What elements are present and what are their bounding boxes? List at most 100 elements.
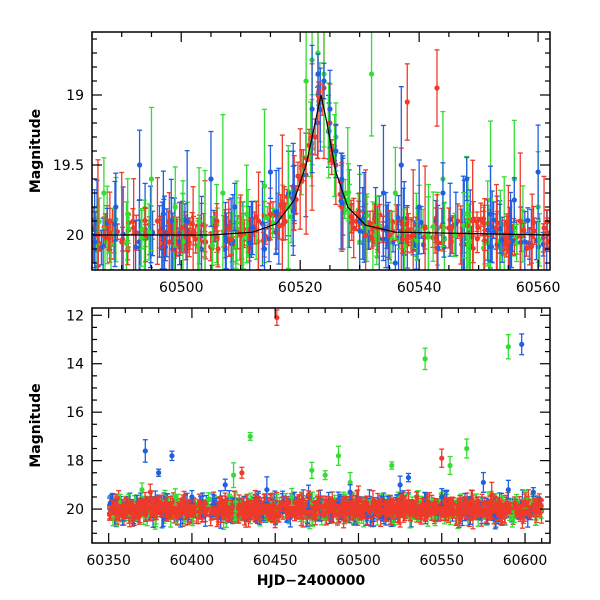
cloud-point xyxy=(467,239,473,245)
series-2-point xyxy=(440,190,446,196)
series-1-point xyxy=(148,176,155,182)
series-0-point xyxy=(351,225,357,231)
series-0-point xyxy=(154,218,161,224)
series-0-point xyxy=(119,239,125,245)
series-0-point xyxy=(410,232,416,238)
series-2-point xyxy=(291,190,297,196)
plot-area xyxy=(92,32,550,270)
series-0-point xyxy=(238,232,244,238)
series-2-point xyxy=(327,106,333,112)
cloud-point xyxy=(276,223,283,229)
top-panel: 60500 60520 60540 60560 19 19.5 20 Magnitude xyxy=(28,31,560,296)
series-0-point xyxy=(255,218,262,224)
series-0-point xyxy=(505,239,511,245)
cloud-point xyxy=(430,224,436,230)
series-0-point xyxy=(166,239,172,245)
cloud-point xyxy=(395,214,401,221)
series-1-point xyxy=(464,211,470,217)
cloud-point xyxy=(435,245,441,251)
cloud-point xyxy=(215,246,221,252)
series-0-point xyxy=(339,204,345,210)
cloud-point xyxy=(460,222,467,228)
series-1-point xyxy=(172,204,178,210)
cloud-point xyxy=(540,241,546,247)
cloud-point xyxy=(389,218,395,224)
cloud-point xyxy=(509,238,515,244)
cloud-point xyxy=(209,242,215,248)
series-2-point xyxy=(113,204,119,210)
series-2-point xyxy=(249,225,256,231)
series-0-point xyxy=(481,232,488,238)
series-1-point xyxy=(196,218,202,224)
cloud-point xyxy=(448,238,454,245)
cloud-point xyxy=(157,229,163,235)
x-tick-label: 60540 xyxy=(397,280,442,296)
cloud-point xyxy=(264,215,271,221)
bottom-panel: 60350 60400 60450 60500 60550 606001214161820… xyxy=(28,307,551,589)
series-0-point xyxy=(470,218,476,224)
cloud-point xyxy=(300,162,306,168)
cloud-point xyxy=(282,218,288,225)
cloud-point xyxy=(545,239,550,245)
cloud-point xyxy=(273,209,279,215)
y-tick-label: 19.5 xyxy=(53,158,84,174)
cloud-point xyxy=(481,220,487,226)
cloud-point xyxy=(112,221,118,227)
series-2-point xyxy=(416,204,422,210)
series-0-point xyxy=(493,225,500,231)
series-0-point xyxy=(226,225,232,231)
cloud-point xyxy=(290,208,296,214)
y-axis-label: Magnitude xyxy=(28,109,44,193)
series-2-point xyxy=(208,176,214,182)
series-0-point xyxy=(404,99,410,105)
series-0-point xyxy=(422,225,428,231)
series-0-point xyxy=(541,225,547,231)
cloud-point xyxy=(525,217,531,223)
cloud-point xyxy=(425,234,431,240)
series-2-point xyxy=(392,260,398,266)
series-1-point xyxy=(392,190,398,196)
cloud-point xyxy=(494,220,501,226)
series-1-point xyxy=(303,78,309,84)
plot-area xyxy=(106,309,545,530)
cloud-point xyxy=(247,240,253,246)
series-0-point xyxy=(386,232,393,238)
series-1-point xyxy=(244,211,250,217)
series-0-point xyxy=(434,239,440,245)
cloud-point xyxy=(531,228,537,234)
series-2-point xyxy=(267,169,274,175)
series-0-point xyxy=(178,225,184,231)
cloud-point xyxy=(401,243,408,249)
series-2-point xyxy=(398,162,404,168)
series-0-point xyxy=(279,204,285,210)
series-0-point xyxy=(214,218,220,224)
cloud-point xyxy=(146,229,152,235)
series-0-point xyxy=(446,225,452,231)
series-0-point xyxy=(267,211,274,217)
cloud-point xyxy=(125,225,132,232)
cloud-point xyxy=(274,230,280,236)
x-tick-label: 60520 xyxy=(278,280,323,296)
cloud-point xyxy=(139,226,145,233)
series-2-point xyxy=(487,211,494,217)
series-0-point xyxy=(107,218,113,224)
cloud-point xyxy=(485,227,491,233)
cloud-point xyxy=(132,244,139,250)
series-2-point xyxy=(333,148,339,154)
cloud-point xyxy=(262,233,269,239)
cloud-point xyxy=(136,239,142,245)
cloud-point xyxy=(253,214,259,220)
series-2-point xyxy=(321,78,327,84)
cloud-point xyxy=(193,236,199,242)
cloud-point xyxy=(439,223,445,230)
cloud-point xyxy=(521,227,527,233)
series-2-point xyxy=(535,169,541,175)
series-2-point xyxy=(136,162,143,168)
cloud-point xyxy=(234,219,240,226)
cloud-point xyxy=(228,236,235,242)
series-2-point xyxy=(315,71,321,77)
cloud-point xyxy=(338,198,344,204)
series-2-point xyxy=(511,197,517,203)
series-0-point xyxy=(517,218,523,224)
